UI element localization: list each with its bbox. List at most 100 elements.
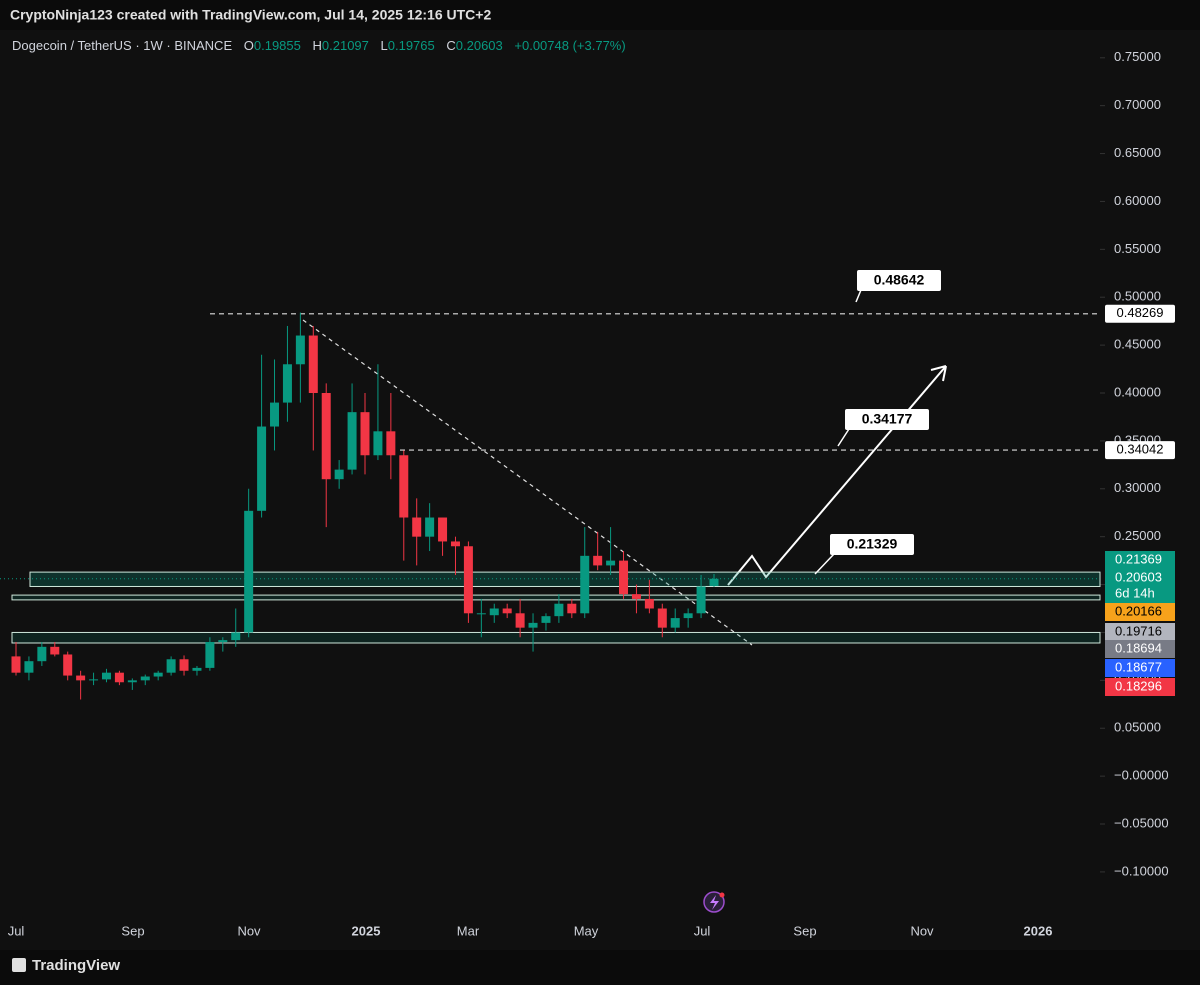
logo	[12, 958, 26, 972]
price-label-box	[1105, 603, 1175, 621]
candle-body	[334, 469, 344, 480]
candle-body	[528, 622, 538, 628]
chart-area	[0, 30, 1200, 950]
candle-body	[321, 393, 331, 480]
price-label: 0.20603	[1115, 569, 1162, 584]
projection-arrow	[727, 365, 947, 586]
candle-body	[593, 555, 603, 566]
x-tick-label: May	[574, 923, 599, 938]
price-label-box	[1105, 623, 1175, 641]
symbol: Dogecoin / TetherUS · 1W · BINANCE	[12, 38, 232, 53]
candle-body	[205, 642, 215, 668]
price-label: 0.20166	[1115, 603, 1162, 618]
y-tick-label: 0.40000	[1114, 384, 1161, 399]
price-label-box	[1105, 551, 1175, 569]
candle-body	[76, 675, 86, 681]
open-value: 0.19855	[254, 38, 301, 53]
price-label: 0.18296	[1115, 678, 1162, 693]
candle-body	[89, 679, 99, 681]
candle-body	[37, 646, 47, 662]
annotations: 0.75000 0.70000 0.65000 0.60000 0.55000 0.500…	[0, 49, 1175, 938]
callout-box	[857, 270, 941, 291]
candle-body	[127, 680, 137, 683]
candle-body	[709, 578, 719, 586]
low-label: L	[381, 38, 388, 53]
callout-pointer	[814, 553, 835, 575]
level-label-box	[1105, 304, 1175, 323]
candle-body	[631, 594, 641, 599]
close-value: 0.20603	[456, 38, 503, 53]
candle-body	[373, 431, 383, 456]
candle-body	[463, 546, 473, 614]
candle-body	[554, 603, 564, 617]
callout-pointer	[837, 428, 850, 447]
candle-body	[683, 613, 693, 619]
candle-body	[295, 335, 305, 365]
candle-body	[412, 517, 422, 537]
price-label-box	[1105, 640, 1175, 658]
candle-body	[179, 659, 189, 671]
callout-box	[830, 534, 914, 555]
price-label: 0.21369	[1115, 551, 1162, 566]
x-tick-label: Jul	[694, 923, 711, 938]
x-tick-label: Sep	[793, 923, 816, 938]
y-tick-label: 0.70000	[1114, 97, 1161, 112]
callout-pointer	[855, 289, 862, 303]
open-label: O	[244, 38, 254, 53]
candle-body	[218, 640, 228, 643]
candle-body	[386, 431, 396, 456]
price-label-box	[1105, 659, 1175, 677]
candle-body	[696, 586, 706, 614]
candle-body	[489, 608, 499, 616]
price-label-box	[1105, 678, 1175, 696]
zone	[29, 571, 1101, 587]
level-label: 0.48269	[1117, 305, 1164, 320]
candle-body	[644, 598, 654, 609]
candle-body	[270, 402, 280, 427]
candle-body	[63, 654, 73, 676]
footer: TradingView	[32, 957, 120, 974]
candle-body	[450, 541, 460, 547]
candle-body	[166, 659, 176, 673]
candle-body	[606, 560, 616, 566]
y-tick-label: 0.55000	[1114, 241, 1161, 256]
price-label: 0.18694	[1115, 640, 1162, 655]
candle-body	[541, 616, 551, 623]
candle-body	[257, 426, 267, 511]
candle-body	[425, 517, 435, 537]
candle-body	[11, 656, 21, 673]
candle-body	[502, 608, 512, 614]
candle-body	[101, 672, 111, 680]
candle-body	[50, 646, 60, 655]
y-tick-label: 0.75000	[1114, 49, 1161, 64]
change: +0.00748 (+3.77%)	[514, 38, 625, 53]
candle-body	[619, 560, 629, 595]
high-value: 0.21097	[322, 38, 369, 53]
candle-body	[347, 412, 357, 470]
x-tick-label: Sep	[121, 923, 144, 938]
y-tick-label: 0.30000	[1114, 480, 1161, 495]
candle-body	[670, 618, 680, 628]
y-tick-label: 0.05000	[1114, 720, 1161, 735]
y-tick-label: 0.45000	[1114, 337, 1161, 352]
event-dot	[719, 892, 725, 898]
candle-body	[153, 672, 163, 677]
candle-body	[399, 455, 409, 518]
y-tick-label: −0.10000	[1114, 863, 1169, 878]
candle-body	[515, 613, 525, 628]
x-tick-label: Nov	[910, 923, 934, 938]
candle-body	[657, 608, 667, 628]
price-label-box	[1105, 569, 1175, 603]
candle-body	[244, 510, 254, 633]
candle-body	[580, 555, 590, 614]
x-tick-label: 2026	[1024, 923, 1053, 938]
y-tick-label: −0.05000	[1114, 815, 1169, 830]
x-tick-label: Mar	[457, 923, 480, 938]
event-icon-bolt	[710, 895, 719, 910]
zone	[11, 594, 1101, 601]
candle-body	[567, 603, 577, 614]
close-label: C	[446, 38, 455, 53]
y-tick-label: −0.00000	[1114, 768, 1169, 783]
low-value: 0.19765	[388, 38, 435, 53]
